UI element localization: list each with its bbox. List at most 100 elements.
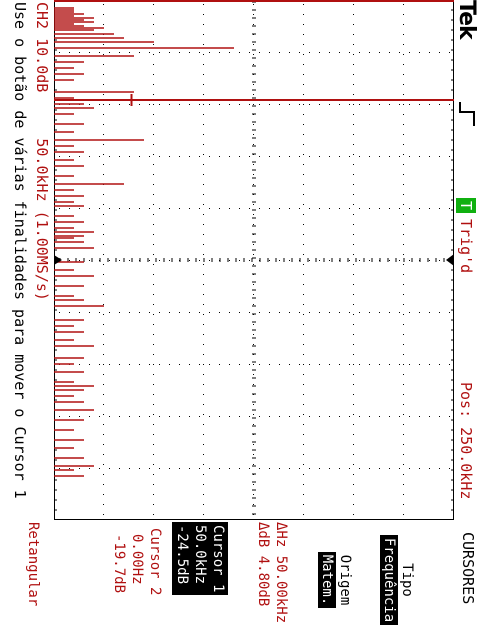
grid-dot — [353, 244, 354, 245]
grid-dot — [139, 52, 140, 53]
grid-dot — [299, 312, 300, 313]
grid-dot — [153, 74, 154, 75]
grid-dot — [403, 134, 404, 135]
grid-dot — [403, 454, 404, 455]
grid-dot — [103, 324, 104, 325]
grid-dot — [189, 156, 190, 157]
grid-dot — [189, 104, 190, 105]
grid-dot — [103, 474, 104, 475]
grid-dot — [229, 52, 230, 53]
grid-dot — [419, 156, 420, 157]
grid-dot — [303, 4, 304, 5]
cursor1-readout[interactable]: Cursor 1 50.0kHz -24.5dB — [172, 522, 228, 596]
grid-dot — [399, 416, 400, 417]
grid-dot — [353, 284, 354, 285]
grid-dot — [253, 24, 254, 25]
grid-dot — [169, 468, 170, 469]
grid-dot — [179, 156, 180, 157]
grid-dot — [329, 52, 330, 53]
grid-dot — [379, 312, 380, 313]
grid-dot — [279, 364, 280, 365]
grid-dot — [89, 416, 90, 417]
grid-dot — [139, 416, 140, 417]
grid-dot — [449, 468, 450, 469]
status-area: CH2 10.0dB 50.0kHz (1.00MS/s) Use o botã… — [0, 0, 52, 520]
grid-dot — [303, 394, 304, 395]
grid-dot — [219, 312, 220, 313]
grid-dot — [279, 260, 280, 261]
grid-dot — [289, 416, 290, 417]
grid-dot — [169, 416, 170, 417]
horizontal-position: Pos: 250.0kHz — [457, 382, 475, 500]
grid-dot — [429, 52, 430, 53]
grid-dot — [139, 156, 140, 157]
grid-dot — [69, 260, 70, 261]
grid-dot — [179, 104, 180, 105]
grid-dot — [259, 364, 260, 365]
grid-dot — [409, 312, 410, 313]
grid-dot — [353, 454, 354, 455]
grid-dot — [119, 364, 120, 365]
grid-dot — [153, 324, 154, 325]
grid-dot — [129, 312, 130, 313]
grid-dot — [153, 264, 154, 265]
grid-dot — [99, 312, 100, 313]
cursor2-readout[interactable]: Cursor 2 0.00Hz -19.7dB — [110, 528, 164, 595]
grid-dot — [279, 416, 280, 417]
grid-dot — [353, 384, 354, 385]
grid-dot — [339, 156, 340, 157]
grid-dot — [353, 84, 354, 85]
grid-dot — [299, 468, 300, 469]
grid-dot — [119, 468, 120, 469]
grid-dot — [229, 364, 230, 365]
grid-dot — [303, 454, 304, 455]
grid-dot — [153, 84, 154, 85]
grid-dot — [103, 444, 104, 445]
tipo-value: Frequência — [380, 534, 398, 626]
grid-dot — [169, 260, 170, 261]
grid-dot — [403, 374, 404, 375]
cursor2-freq: 0.00Hz — [129, 534, 145, 585]
grid-dot — [339, 312, 340, 313]
grid-dot — [369, 208, 370, 209]
grid-dot — [219, 208, 220, 209]
grid-dot — [403, 364, 404, 365]
grid-dot — [403, 264, 404, 265]
grid-dot — [139, 312, 140, 313]
grid-dot — [319, 416, 320, 417]
grid-dot — [359, 156, 360, 157]
grid-dot — [419, 104, 420, 105]
grid-dot — [159, 156, 160, 157]
grid-dot — [303, 344, 304, 345]
grid-dot — [203, 64, 204, 65]
grid-dot — [369, 104, 370, 105]
grid-dot — [403, 154, 404, 155]
grid-dot — [153, 244, 154, 245]
grid-dot — [189, 364, 190, 365]
grid-dot — [259, 104, 260, 105]
grid-dot — [353, 504, 354, 505]
grid-dot — [253, 444, 254, 445]
grid-dot — [339, 416, 340, 417]
grid-dot — [229, 260, 230, 261]
grid-dot — [159, 312, 160, 313]
grid-dot — [253, 304, 254, 305]
trigger-position-icon — [446, 254, 454, 266]
grid-dot — [253, 174, 254, 175]
menu-origem-button[interactable]: Origem Matem. — [318, 526, 354, 634]
grid-dot — [189, 416, 190, 417]
grid-dot — [259, 52, 260, 53]
grid-dot — [69, 468, 70, 469]
grid-dot — [353, 344, 354, 345]
grid-dot — [103, 104, 104, 105]
grid-dot — [253, 254, 254, 255]
grid-dot — [403, 204, 404, 205]
grid-dot — [353, 444, 354, 445]
menu-tipo-button[interactable]: Tipo Frequência — [380, 526, 416, 634]
grid-dot — [103, 134, 104, 135]
grid-dot — [119, 208, 120, 209]
grid-dot — [103, 234, 104, 235]
grid-dot — [199, 156, 200, 157]
grid-dot — [119, 52, 120, 53]
grid-dot — [449, 208, 450, 209]
